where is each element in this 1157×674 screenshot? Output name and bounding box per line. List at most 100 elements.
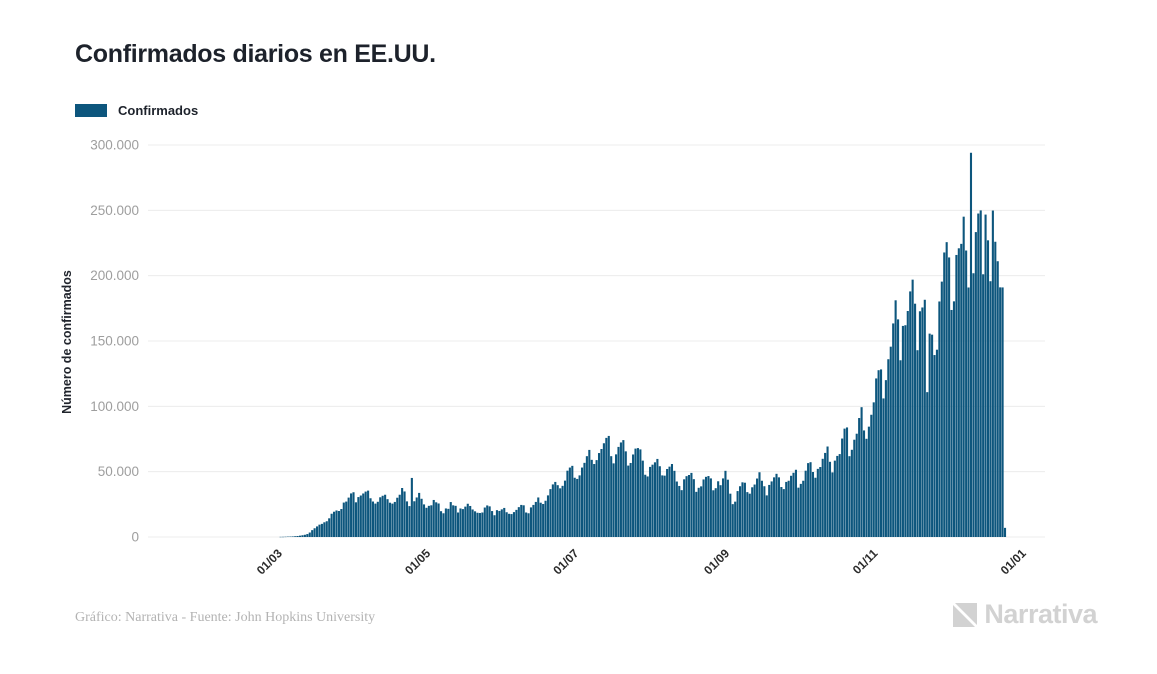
bar (918, 311, 921, 537)
bar (911, 279, 914, 537)
bar (668, 466, 671, 537)
bar (333, 511, 336, 537)
bar (712, 490, 715, 537)
bar (629, 462, 632, 537)
bar (418, 492, 421, 537)
bar (928, 333, 931, 537)
bar (396, 497, 399, 537)
bar (780, 487, 783, 537)
bar (291, 536, 294, 537)
y-tick-label: 0 (131, 530, 139, 545)
bar (765, 495, 768, 537)
bar (675, 481, 678, 537)
bar (962, 216, 965, 538)
bar (957, 248, 960, 538)
bar (853, 439, 856, 537)
bar (576, 478, 579, 537)
bar (556, 485, 559, 537)
bar (926, 392, 929, 537)
bar (386, 499, 389, 537)
bar (367, 490, 370, 537)
bar (318, 524, 321, 537)
bar (461, 509, 464, 537)
bar (974, 232, 977, 537)
bar (590, 459, 593, 537)
bar (960, 243, 963, 537)
bar (303, 534, 306, 537)
bar (994, 241, 997, 537)
bar (952, 301, 956, 537)
bar (422, 504, 426, 537)
bar (457, 512, 460, 537)
bar (884, 380, 887, 537)
bar (391, 503, 394, 537)
bar (841, 438, 844, 537)
bar (636, 448, 639, 537)
bar (999, 287, 1002, 537)
bar (471, 509, 474, 537)
bar (546, 495, 550, 537)
bar (646, 476, 649, 537)
bar (914, 303, 917, 537)
bar (340, 509, 343, 537)
bar (566, 470, 569, 537)
bar (357, 497, 360, 537)
bar (330, 513, 333, 537)
bar (600, 449, 603, 537)
bar (875, 378, 878, 537)
bar (474, 511, 477, 537)
y-tick-label: 300.000 (90, 138, 139, 153)
bar (724, 470, 727, 537)
bar (444, 508, 447, 537)
bar (337, 511, 340, 537)
bar (746, 492, 749, 537)
bar (887, 359, 890, 537)
bar (610, 456, 613, 537)
bar (559, 488, 562, 537)
bar (578, 475, 581, 537)
bar (432, 499, 435, 537)
x-tick-labels: 01/03 01/05 01/07 01/09 01/11 01/01 (254, 546, 1029, 577)
bar (532, 504, 535, 537)
bar (826, 446, 829, 537)
bar (719, 485, 722, 537)
bar (729, 493, 732, 537)
bar (350, 493, 353, 537)
bar (969, 152, 973, 537)
bar (707, 476, 710, 537)
bar (916, 350, 919, 537)
bar (612, 463, 615, 537)
chart-title: Confirmados diarios en EE.UU. (75, 40, 436, 68)
bar (376, 501, 379, 537)
bar (938, 301, 941, 537)
bar (989, 281, 992, 537)
bar (811, 471, 815, 537)
x-tick-label: 01/01 (998, 546, 1029, 577)
bar (792, 472, 795, 537)
bar (931, 334, 934, 537)
bar (505, 512, 508, 537)
bar (595, 460, 598, 537)
bar (666, 468, 669, 537)
bar (680, 490, 683, 537)
brand-logo-text: Narrativa (984, 599, 1097, 629)
bar (427, 505, 430, 537)
y-tick-label: 50.000 (98, 464, 139, 479)
bar (909, 291, 912, 537)
bar (634, 448, 637, 537)
bar (554, 481, 557, 537)
bar (940, 281, 943, 537)
bar (649, 466, 652, 537)
bar (306, 534, 309, 537)
bar (797, 487, 800, 537)
bar (347, 497, 350, 537)
bar (901, 325, 904, 537)
bar (721, 478, 725, 537)
bar (661, 475, 664, 537)
bar (296, 535, 299, 537)
bar (734, 501, 737, 537)
bar (867, 426, 870, 537)
bar (466, 503, 469, 537)
bar (588, 449, 591, 537)
